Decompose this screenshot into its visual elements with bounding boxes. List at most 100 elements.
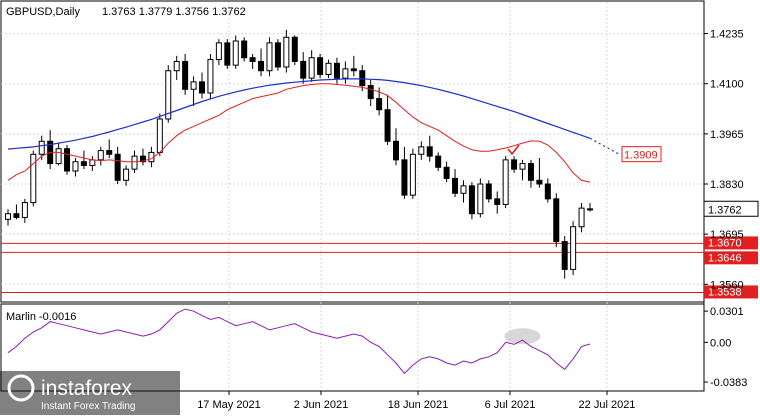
candle-body bbox=[409, 153, 416, 196]
candle-body bbox=[325, 62, 332, 75]
candle-body bbox=[468, 185, 475, 215]
instaforex-watermark: instaforex Instant Forex Trading bbox=[0, 371, 180, 415]
candle-body bbox=[64, 148, 71, 172]
candle-body bbox=[190, 81, 197, 90]
level-price-label: 1.3670 bbox=[708, 237, 742, 249]
candle-body bbox=[333, 62, 340, 79]
price-tick-label: 1.3695 bbox=[710, 229, 744, 241]
candle-body bbox=[156, 118, 163, 153]
candle-body bbox=[89, 159, 96, 166]
time-tick-label: 2 Jun 2021 bbox=[294, 399, 348, 411]
chart-header-ohlc: 1.3763 1.3779 1.3756 1.3762 bbox=[102, 6, 246, 18]
moving-averages: 1.3909 1.3762 bbox=[7, 78, 759, 217]
time-tick-label: 6 Jul 2021 bbox=[485, 399, 536, 411]
time-tick-label: 17 May 2021 bbox=[197, 399, 261, 411]
candle-body bbox=[485, 183, 492, 200]
candle-body bbox=[139, 155, 146, 163]
target-box bbox=[621, 146, 662, 163]
candle-body bbox=[393, 140, 399, 161]
marlin-line bbox=[7, 308, 591, 375]
candle-body bbox=[561, 241, 568, 270]
candle-body bbox=[435, 155, 442, 168]
candle-body bbox=[274, 42, 281, 68]
axis-labels: 1.4235 1.4100 1.3965 1.3830 1.3695 1.3560 0.03… bbox=[197, 29, 747, 411]
candle-body bbox=[13, 213, 20, 218]
price-tick-label: 1.3965 bbox=[710, 129, 744, 141]
price-tick-label: 1.4100 bbox=[710, 79, 744, 91]
candle-body bbox=[443, 166, 450, 179]
marlin-highlight bbox=[504, 328, 541, 345]
candle-body bbox=[215, 42, 222, 61]
candle-body bbox=[426, 146, 433, 157]
candle-body bbox=[131, 155, 138, 170]
candle-body bbox=[30, 153, 37, 204]
indicator-tick-label: -0.0383 bbox=[710, 377, 747, 389]
chart-header-symbol: GBPUSD,Daily bbox=[6, 6, 80, 18]
candle-body bbox=[38, 140, 45, 155]
checkmark-icon bbox=[507, 144, 520, 156]
watermark-brand: instaforex bbox=[41, 377, 133, 400]
candle-body bbox=[502, 159, 509, 205]
watermark-tagline: Instant Forex Trading bbox=[41, 401, 136, 412]
time-tick-label: 22 Jul 2021 bbox=[579, 399, 636, 411]
candle-body bbox=[359, 70, 366, 87]
candle-body bbox=[511, 159, 518, 170]
candle-body bbox=[80, 161, 87, 166]
candle-body bbox=[72, 161, 79, 172]
candle-body bbox=[308, 57, 315, 79]
level-price-label: 1.3646 bbox=[708, 252, 742, 264]
candle-body bbox=[536, 179, 543, 185]
level-price-label: 1.3538 bbox=[708, 286, 742, 298]
candle-body bbox=[232, 40, 239, 66]
candle-body bbox=[106, 150, 113, 155]
candle-body bbox=[578, 207, 585, 228]
candle-body bbox=[342, 68, 349, 79]
candle-body bbox=[460, 185, 467, 194]
horizontal-levels: 1.3670 1.3646 1.3538 bbox=[1, 236, 758, 299]
candle-body bbox=[519, 163, 526, 170]
candle-body bbox=[97, 150, 104, 161]
candle-body bbox=[553, 198, 560, 243]
candle-body bbox=[418, 146, 425, 155]
candle-body bbox=[376, 98, 383, 111]
candle-body bbox=[224, 42, 231, 66]
ma-blue-projection bbox=[589, 137, 621, 156]
candle-body bbox=[300, 60, 307, 79]
ma-blue-line bbox=[7, 78, 591, 150]
level-price-box bbox=[704, 285, 758, 299]
price-tick-label: 1.3560 bbox=[710, 279, 744, 291]
candle-body bbox=[207, 59, 214, 94]
target-label: 1.3909 bbox=[624, 150, 658, 162]
candle-body bbox=[199, 81, 205, 94]
candle-body bbox=[367, 85, 374, 100]
candle-body bbox=[283, 36, 290, 68]
indicator-tick-label: 0.00 bbox=[710, 337, 731, 349]
candle-body bbox=[527, 163, 534, 181]
candle-body bbox=[249, 57, 256, 62]
candle-body bbox=[452, 177, 459, 194]
current-price-box bbox=[703, 200, 759, 217]
instaforex-logo-icon bbox=[7, 374, 35, 402]
candle-body bbox=[123, 168, 130, 181]
candle-body bbox=[317, 57, 324, 75]
ma-red-line bbox=[7, 83, 591, 183]
candle-body bbox=[173, 60, 180, 72]
candle-body bbox=[384, 109, 391, 142]
candle-body bbox=[266, 42, 273, 72]
time-tick-label: 18 Jun 2021 bbox=[388, 399, 449, 411]
price-tick-label: 1.3830 bbox=[710, 179, 744, 191]
candle-body bbox=[55, 148, 62, 165]
grid bbox=[1, 2, 704, 390]
candle-body bbox=[258, 60, 265, 72]
candle-body bbox=[5, 213, 11, 220]
candle-body bbox=[587, 208, 593, 211]
price-tick-label: 1.4235 bbox=[710, 29, 744, 41]
marlin-label: Marlin -0.0016 bbox=[6, 311, 76, 323]
candlesticks bbox=[5, 29, 593, 279]
level-price-box bbox=[704, 236, 758, 250]
candle-body bbox=[182, 60, 189, 90]
candle-body bbox=[544, 183, 551, 200]
indicator-tick-label: 0.0301 bbox=[710, 306, 744, 318]
